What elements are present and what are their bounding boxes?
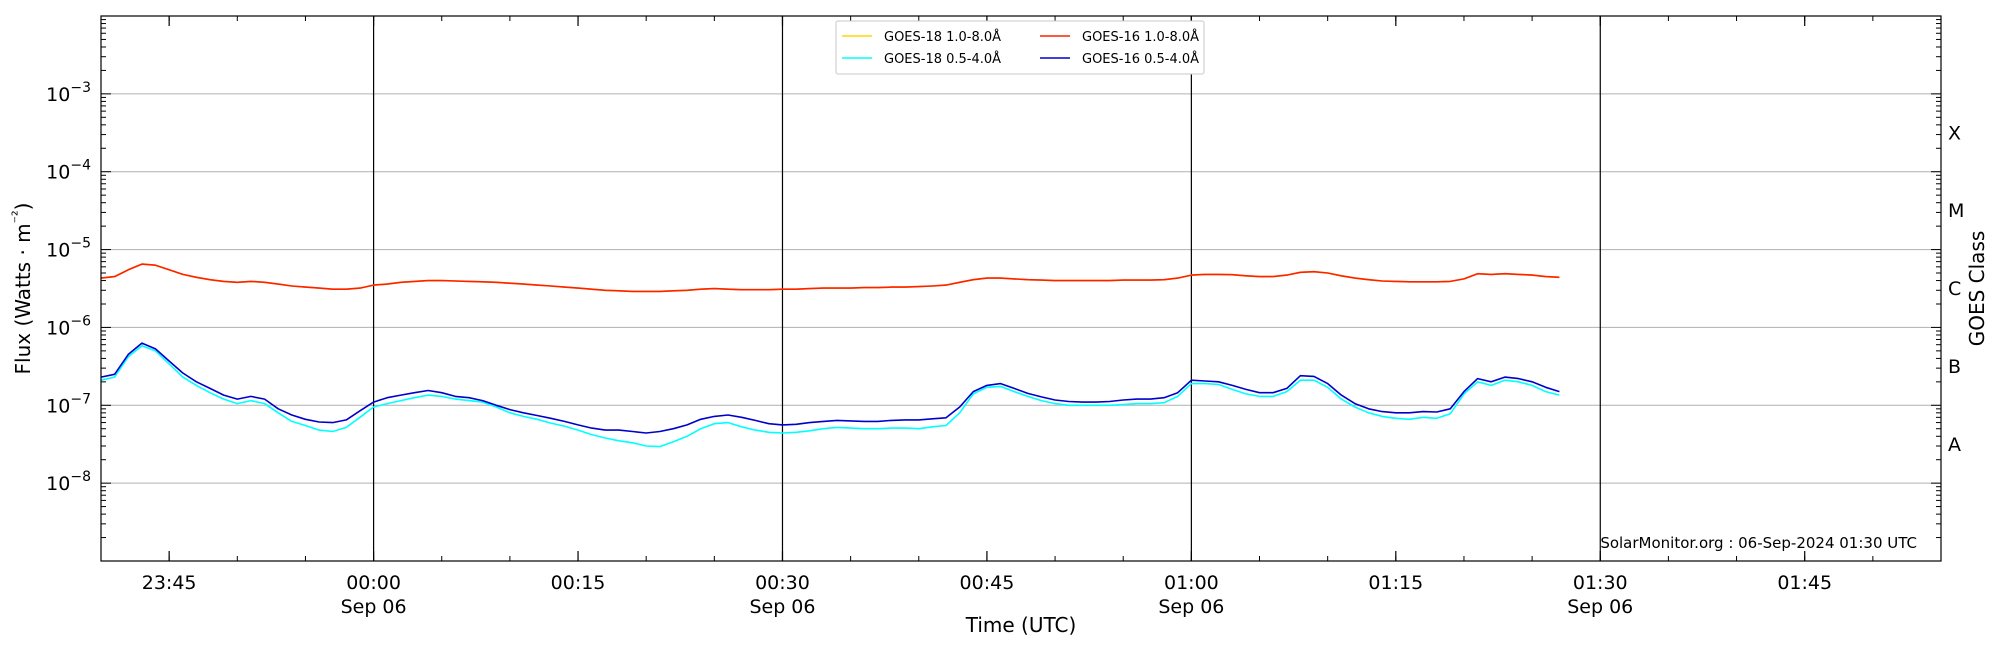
y-tick-label: 10−3: [46, 80, 91, 106]
x-tick-label: 01:00: [1164, 572, 1219, 594]
horizontal-gridlines: [101, 93, 1941, 484]
plot-frame: [100, 15, 1942, 562]
y-tick-label: 10−5: [46, 236, 91, 262]
legend-label: GOES-16 1.0-8.0Å: [1082, 29, 1199, 45]
y-tick-label: 10−8: [46, 469, 91, 495]
goes-class-label: M: [1948, 200, 1964, 222]
x-tick-label: 00:30: [755, 572, 810, 594]
goes-class-axis-title: GOES Class: [1965, 231, 1989, 347]
y-axis-title: Flux (Watts · m⁻²): [10, 203, 35, 375]
credit-text: SolarMonitor.org : 06-Sep-2024 01:30 UTC: [1600, 534, 1917, 552]
y-tick-label: 10−6: [46, 313, 91, 339]
x-tick-label: 01:45: [1777, 572, 1832, 594]
goes-class-label: C: [1948, 278, 1961, 300]
x-tick-date: Sep 06: [1567, 596, 1633, 618]
legend-box: [835, 20, 1205, 75]
x-tick-label: 00:15: [551, 572, 606, 594]
series-line: [100, 344, 1560, 448]
legend: GOES-18 1.0-8.0Å GOES-18 0.5-4.0Å GOES-16 …: [835, 20, 1205, 75]
x-tick-label: 01:30: [1573, 572, 1628, 594]
y-tick-label: 10−7: [46, 391, 91, 417]
x-axis-title: Time (UTC): [965, 613, 1077, 637]
x-tick-date: Sep 06: [1158, 596, 1224, 618]
legend-label: GOES-18 0.5-4.0Å: [884, 51, 1001, 67]
x-tick-date: Sep 06: [749, 596, 815, 618]
flux-series: [100, 263, 1560, 448]
x-tick-date: Sep 06: [341, 596, 407, 618]
x-tick-label: 01:15: [1368, 572, 1423, 594]
goes-class-label: X: [1948, 122, 1961, 144]
legend-label: GOES-18 1.0-8.0Å: [884, 29, 1001, 45]
y-tick-label: 10−4: [46, 158, 91, 184]
legend-label: GOES-16 0.5-4.0Å: [1082, 51, 1199, 67]
goes-class-label: A: [1948, 434, 1961, 456]
series-line: [100, 263, 1560, 293]
x-tick-label: 00:45: [960, 572, 1015, 594]
series-line: [100, 342, 1560, 434]
day-marker-lines: [372, 16, 1601, 561]
goes-class-label: B: [1948, 356, 1961, 378]
x-tick-label: 00:00: [346, 572, 401, 594]
x-tick-label: 23:45: [142, 572, 197, 594]
